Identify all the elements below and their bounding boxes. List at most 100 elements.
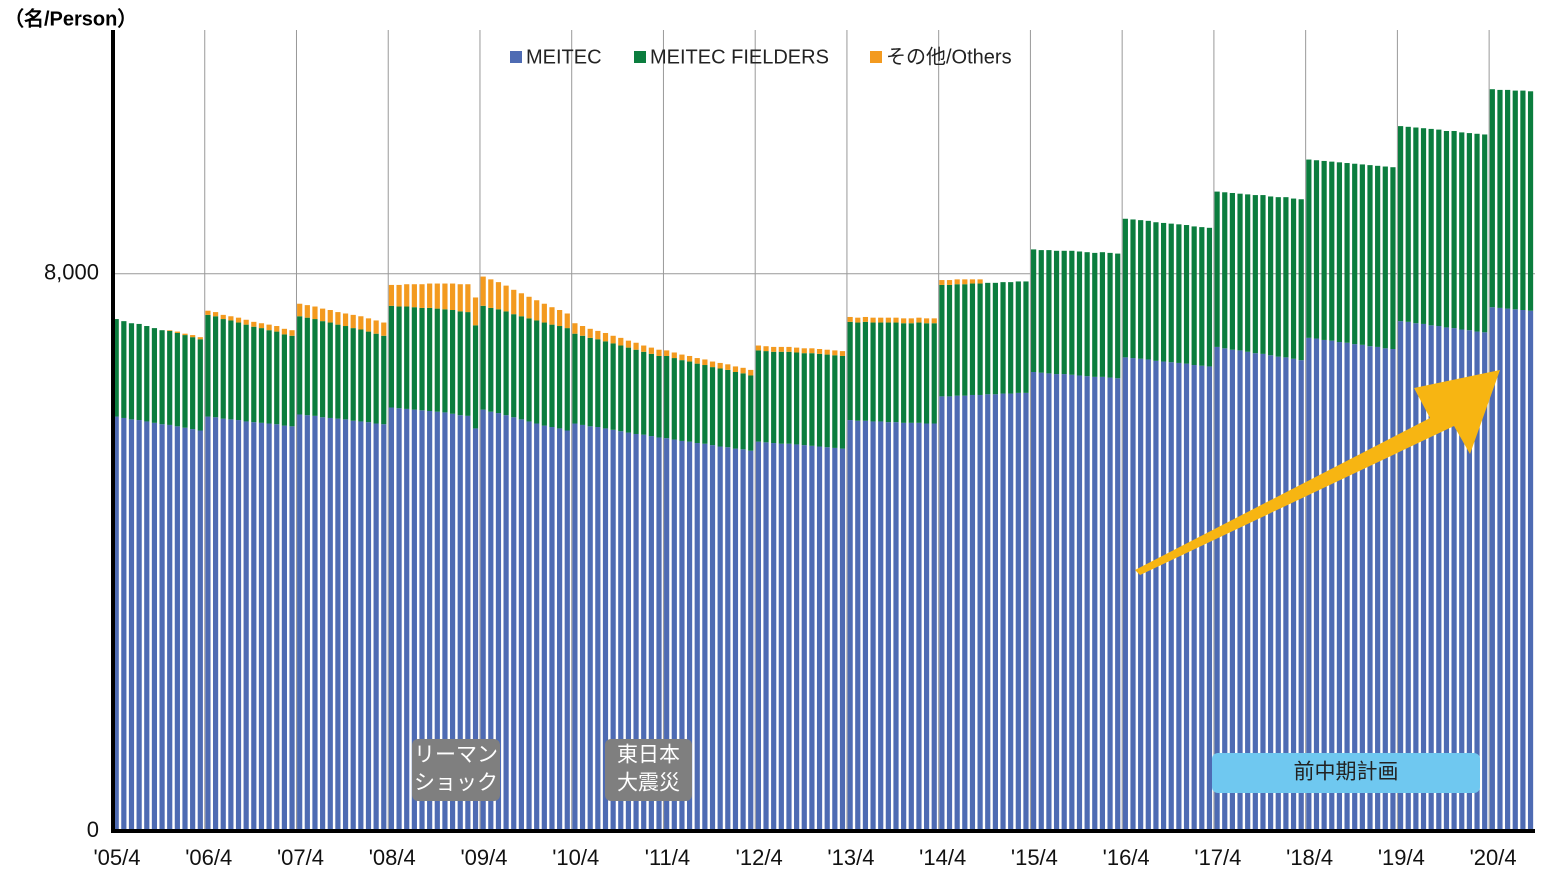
bar-segment <box>274 424 280 831</box>
legend-swatch <box>510 51 522 63</box>
bar-segment <box>1290 358 1297 831</box>
bar-segment <box>197 430 203 831</box>
bar-segment <box>243 324 249 422</box>
bar-segment <box>579 424 586 831</box>
bar-segment <box>977 283 983 395</box>
bar-segment <box>618 431 624 831</box>
bar-segment <box>870 322 876 422</box>
bar-segment <box>725 369 731 448</box>
bar-segment <box>1382 166 1388 349</box>
bar-segment <box>526 318 532 422</box>
bar-segment <box>602 341 609 429</box>
y-unit-label: （名/Person） <box>4 6 137 30</box>
bar-segment <box>534 320 540 424</box>
bar-segment <box>258 422 265 831</box>
x-tick-label: '16/4 <box>1103 845 1150 870</box>
bar-segment <box>732 371 739 449</box>
bar-segment <box>1015 281 1021 393</box>
bar-segment <box>1229 192 1235 350</box>
bar-segment <box>1099 252 1106 377</box>
annotation-box <box>605 739 692 801</box>
bar-segment <box>1206 366 1213 831</box>
bar-segment <box>1466 133 1472 331</box>
x-tick-label: '08/4 <box>369 845 416 870</box>
bar-segment <box>1191 365 1197 831</box>
bar-segment <box>778 346 784 352</box>
bar-segment <box>1122 218 1128 358</box>
bar-segment <box>289 335 295 427</box>
bar-segment <box>633 433 639 831</box>
bar-segment <box>358 316 364 330</box>
bar-segment <box>885 422 891 831</box>
bar-segment <box>1505 89 1511 309</box>
bar-segment <box>916 422 922 831</box>
bar-segment <box>816 353 823 447</box>
bar-segment <box>457 311 463 416</box>
bar-segment <box>664 350 670 356</box>
bar-segment <box>610 429 616 831</box>
x-tick-label: '10/4 <box>552 845 599 870</box>
bar-segment <box>212 312 219 317</box>
bar-segment <box>587 426 593 831</box>
bar-segment <box>893 322 899 423</box>
bar-segment <box>579 326 586 336</box>
annotation-box <box>1212 753 1480 793</box>
bar-segment <box>1076 375 1083 831</box>
bar-segment <box>855 317 861 323</box>
bar-segment <box>235 322 242 421</box>
bar-segment <box>465 415 471 831</box>
bar-segment <box>832 447 838 831</box>
bar-segment <box>839 355 846 449</box>
bar-segment <box>1367 346 1373 831</box>
bar-segment <box>939 396 945 831</box>
bar-segment <box>144 421 150 831</box>
x-tick-label: '20/4 <box>1470 845 1517 870</box>
bar-segment <box>167 424 173 831</box>
bar-segment <box>878 421 884 831</box>
bar-segment <box>1352 344 1358 831</box>
bar-segment <box>1168 223 1174 363</box>
bar-segment <box>121 417 127 831</box>
bar-segment <box>962 279 968 285</box>
bar-segment <box>1214 191 1220 347</box>
bar-segment <box>190 337 196 430</box>
bar-segment <box>1130 358 1136 831</box>
bar-segment <box>618 337 624 346</box>
bar-segment <box>709 445 716 831</box>
bar-segment <box>480 409 486 831</box>
bar-segment <box>174 426 180 831</box>
bar-segment <box>205 310 211 315</box>
bar-segment <box>771 351 777 444</box>
bar-segment <box>656 355 662 438</box>
bar-segment <box>1405 126 1411 322</box>
bar-segment <box>641 434 647 831</box>
bar-segment <box>862 420 869 831</box>
bar-segment <box>1245 351 1251 831</box>
legend-label: その他/Others <box>886 45 1012 68</box>
bar-segment <box>228 320 234 420</box>
bar-segment <box>1084 376 1090 831</box>
annotation-text: 東日本 <box>617 744 680 767</box>
bar-segment <box>1092 252 1098 377</box>
bar-segment <box>151 328 158 423</box>
bar-segment <box>1237 193 1243 351</box>
x-tick-label: '07/4 <box>277 845 324 870</box>
bar-segment <box>465 312 471 416</box>
bar-segment <box>1199 227 1205 366</box>
bar-segment <box>862 316 869 322</box>
bar-segment <box>794 347 800 353</box>
bar-segment <box>1099 376 1106 831</box>
bar-segment <box>1160 222 1167 362</box>
bar-segment <box>1268 196 1274 356</box>
bar-segment <box>419 410 425 831</box>
bar-segment <box>885 317 891 323</box>
bar-segment <box>320 417 326 831</box>
bar-segment <box>610 335 616 344</box>
bar-segment <box>1489 307 1495 831</box>
bar-segment <box>748 450 754 831</box>
annotation-text: 大震災 <box>617 772 680 795</box>
bar-segment <box>503 285 509 312</box>
bar-segment <box>266 324 272 331</box>
bar-segment <box>564 313 570 329</box>
bar-segment <box>1489 89 1495 308</box>
